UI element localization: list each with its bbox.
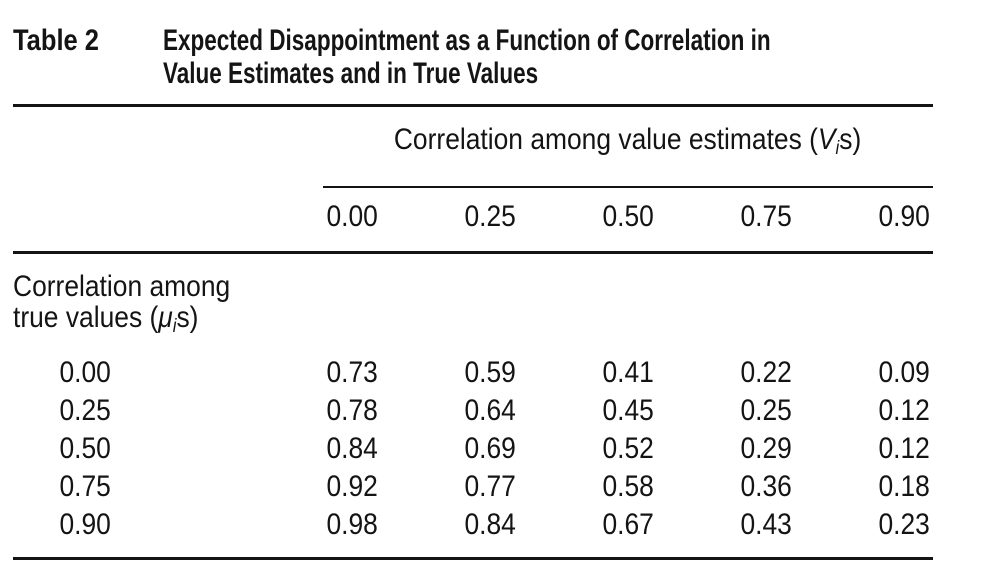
data-cell: 0.69	[464, 432, 516, 465]
row-label: 0.25	[59, 394, 111, 427]
data-cell: 0.58	[602, 470, 654, 503]
data-cell: 0.77	[464, 470, 516, 503]
column-header: 0.25	[464, 200, 516, 233]
table-row: 0.00 0.73 0.59 0.41 0.22 0.09	[13, 354, 933, 392]
data-cell: 0.41	[602, 356, 654, 389]
stub-head: Correlation among true values (μis)	[13, 271, 933, 342]
data-cell: 0.84	[464, 508, 516, 541]
data-cell: 0.29	[740, 432, 792, 465]
data-cell: 0.78	[326, 394, 378, 427]
table-row: 0.25 0.78 0.64 0.45 0.25 0.12	[13, 392, 933, 430]
row-label: 0.50	[59, 432, 111, 465]
top-rule	[13, 104, 933, 107]
data-cell: 0.12	[878, 394, 930, 427]
table-row: 0.50 0.84 0.69 0.52 0.29 0.12	[13, 430, 933, 468]
data-cell: 0.36	[740, 470, 792, 503]
data-cell: 0.25	[740, 394, 792, 427]
table-row: 0.90 0.98 0.84 0.67 0.43 0.23	[13, 506, 933, 544]
spanner-rule-row	[13, 186, 933, 188]
stub-spacer	[13, 198, 323, 236]
data-cell: 0.23	[878, 508, 930, 541]
table-title-line1: Expected Disappointment as a Function of…	[163, 24, 771, 57]
data-cell: 0.43	[740, 508, 792, 541]
data-cell: 0.45	[602, 394, 654, 427]
data-cell: 0.92	[326, 470, 378, 503]
column-header: 0.75	[740, 200, 792, 233]
row-label: 0.90	[59, 508, 111, 541]
spanner-subscript: i	[835, 138, 840, 159]
spanner-variable: V	[818, 123, 836, 156]
table-row: 0.75 0.92 0.77 0.58 0.36 0.18	[13, 468, 933, 506]
spanner-rule	[323, 186, 933, 188]
data-cell: 0.22	[740, 356, 792, 389]
data-cell: 0.12	[878, 432, 930, 465]
data-cell: 0.98	[326, 508, 378, 541]
data-cell: 0.18	[878, 470, 930, 503]
stub-head-line1: Correlation among	[13, 270, 231, 303]
column-header: 0.00	[326, 200, 378, 233]
data-cell: 0.52	[602, 432, 654, 465]
table-caption: Table 2 Expected Disappointment as a Fun…	[13, 0, 933, 90]
column-header: 0.90	[878, 200, 930, 233]
stub-spacer	[13, 186, 323, 188]
data-cell: 0.64	[464, 394, 516, 427]
table-title-line2: Value Estimates and in True Values	[163, 57, 539, 90]
spanner-suffix: s)	[839, 123, 862, 156]
bottom-rule	[13, 557, 933, 560]
column-header: 0.50	[602, 200, 654, 233]
data-cell: 0.84	[326, 432, 378, 465]
column-header-row: 0.00 0.25 0.50 0.75 0.90	[13, 198, 933, 236]
row-label: 0.00	[59, 356, 111, 389]
header-rule	[13, 251, 933, 254]
data-cell: 0.59	[464, 356, 516, 389]
data-cell: 0.73	[326, 356, 378, 389]
stub-head-line2: true values (μis)	[13, 302, 198, 342]
column-spanner-row: Correlation among value estimates (Vis)	[13, 125, 933, 164]
stub-head-suffix: s)	[176, 301, 199, 334]
stub-spacer	[13, 125, 323, 164]
spanner-prefix: Correlation among value estimates (	[394, 123, 819, 156]
stub-head-prefix: true values (	[13, 301, 159, 334]
table-caption-label-cell: Table 2	[13, 24, 163, 90]
data-cell: 0.09	[878, 356, 930, 389]
data-cell: 0.67	[602, 508, 654, 541]
stub-head-variable: μ	[158, 301, 173, 334]
row-label: 0.75	[59, 470, 111, 503]
table-title: Expected Disappointment as a Function of…	[163, 24, 973, 90]
column-spanner-label: Correlation among value estimates (Vis)	[394, 125, 861, 164]
table-number: Table 2	[13, 24, 99, 57]
stub-head-subscript: i	[172, 316, 177, 337]
